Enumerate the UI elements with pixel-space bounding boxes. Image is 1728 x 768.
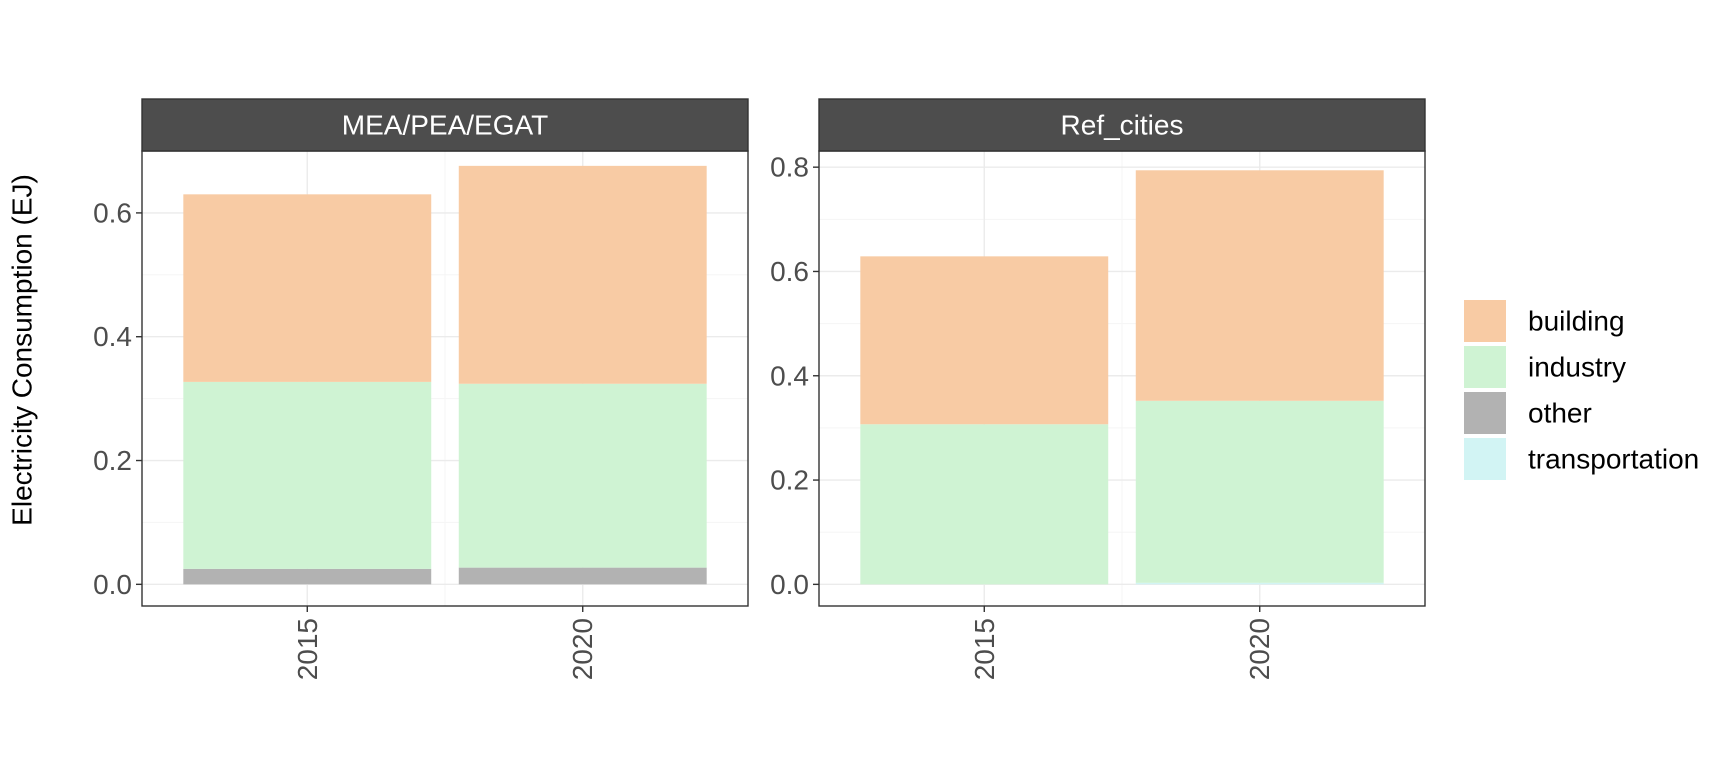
bar-segment-transportation-2020: [1135, 582, 1384, 585]
y-tick-label: 0.6: [93, 197, 132, 228]
bar-segment-other-2020: [458, 567, 707, 585]
y-tick-label: 0.0: [93, 569, 132, 600]
legend-key: [1464, 346, 1506, 388]
legend-label: other: [1528, 398, 1592, 429]
facet-strip-label: MEA/PEA/EGAT: [342, 110, 548, 141]
legend-key: [1464, 392, 1506, 434]
y-tick-label: 0.4: [93, 321, 132, 352]
bar-segment-building-2015: [183, 194, 432, 382]
legend-key: [1464, 438, 1506, 480]
y-tick-label: 0.6: [770, 256, 809, 287]
bar-segment-building-2020: [458, 165, 707, 384]
bar-segment-industry-2020: [1135, 400, 1384, 583]
bar-segment-industry-2015: [183, 381, 432, 569]
legend-item-other: other: [1464, 392, 1592, 434]
bar-segment-building-2015: [860, 256, 1109, 425]
y-axis-title: Electricity Consumption (EJ): [6, 174, 37, 526]
legend-item-transportation: transportation: [1464, 438, 1699, 480]
x-tick-label: 2015: [292, 618, 323, 680]
bar-segment-other-2015: [183, 568, 432, 585]
facet-panel-2: 0.0 0.2 0.4 0.6 0.8 Ref_cities 2015 2020: [770, 98, 1426, 680]
y-tick-label: 0.8: [770, 152, 809, 183]
x-tick-label: 2020: [1244, 618, 1275, 680]
legend-label: transportation: [1528, 444, 1699, 475]
legend: building industry other transportation: [1464, 300, 1699, 480]
y-tick-label: 0.2: [93, 445, 132, 476]
facet-strip: [141, 98, 749, 152]
legend-item-building: building: [1464, 300, 1625, 342]
y-tick-label: 0.0: [770, 569, 809, 600]
legend-item-industry: industry: [1464, 346, 1626, 388]
facet-panel-1: 0.0 0.2 0.4 0.6 MEA/PEA/EGAT 2015 2020: [93, 98, 749, 680]
legend-key: [1464, 300, 1506, 342]
y-tick-label: 0.4: [770, 360, 809, 391]
bar-segment-industry-2020: [458, 383, 707, 568]
legend-label: industry: [1528, 352, 1626, 383]
facet-strip: [818, 98, 1426, 152]
bar-segment-industry-2015: [860, 424, 1109, 585]
x-tick-label: 2020: [567, 618, 598, 680]
y-tick-label: 0.2: [770, 465, 809, 496]
bar-segment-building-2020: [1135, 170, 1384, 401]
x-tick-label: 2015: [969, 618, 1000, 680]
facet-strip-label: Ref_cities: [1061, 110, 1184, 141]
legend-label: building: [1528, 306, 1625, 337]
